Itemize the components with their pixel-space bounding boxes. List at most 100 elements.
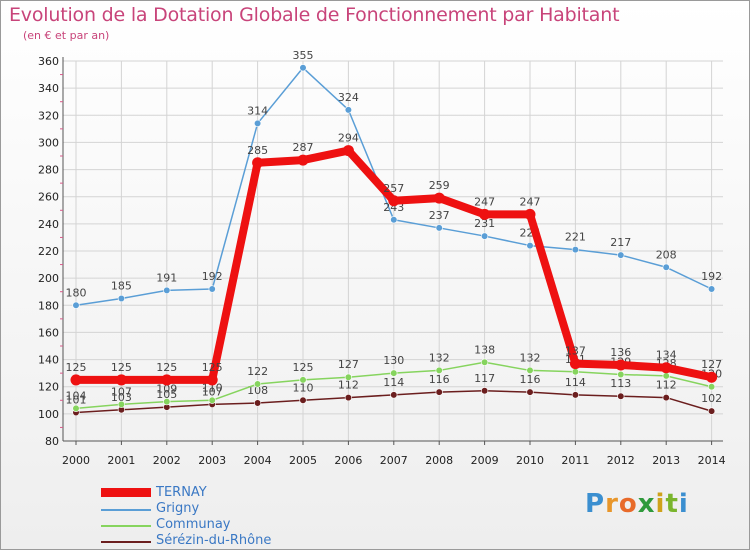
data-point-communay — [72, 404, 80, 413]
data-label-communay: 110 — [202, 381, 223, 394]
data-point-ternay — [342, 145, 354, 157]
data-point-communay — [208, 396, 216, 404]
data-label-serezin-du-rhone: 105 — [156, 388, 177, 401]
data-label-serezin-du-rhone: 116 — [520, 373, 541, 386]
data-label-ternay: 247 — [474, 195, 495, 208]
data-point-serezin-du-rhone — [571, 391, 580, 399]
x-tick-label-2013: 2013 — [652, 454, 680, 467]
data-point-communay — [571, 368, 580, 376]
y-tick-label: 320 — [38, 109, 59, 122]
x-tick-label-2005: 2005 — [289, 454, 317, 467]
data-point-ternay — [660, 362, 672, 374]
y-tick-label: 120 — [38, 381, 59, 394]
data-label-grigny: 314 — [247, 104, 268, 117]
y-tick-label: 280 — [38, 164, 59, 177]
data-label-serezin-du-rhone: 107 — [202, 385, 223, 398]
data-label-ternay: 125 — [111, 361, 132, 374]
data-point-grigny — [72, 301, 80, 309]
x-tick-label-2010: 2010 — [516, 454, 544, 467]
data-label-grigny: 355 — [293, 49, 314, 62]
y-tick-label: 100 — [38, 408, 59, 421]
data-label-ternay: 287 — [293, 141, 314, 154]
data-point-grigny — [254, 119, 262, 128]
data-point-serezin-du-rhone — [481, 387, 489, 395]
data-label-serezin-du-rhone: 101 — [66, 394, 87, 407]
x-tick-label-2003: 2003 — [198, 454, 226, 467]
x-tick-label-2009: 2009 — [471, 454, 499, 467]
data-label-ternay: 257 — [383, 182, 404, 195]
chart-subtitle: (en € et par an) — [23, 29, 110, 42]
data-label-ternay: 294 — [338, 132, 359, 145]
data-point-communay — [254, 380, 262, 388]
x-tick-label-2004: 2004 — [244, 454, 272, 467]
data-label-grigny: 180 — [66, 286, 87, 299]
data-point-serezin-du-rhone — [662, 393, 670, 402]
x-tick-label-2014: 2014 — [698, 454, 726, 467]
y-tick-label: 240 — [38, 218, 59, 231]
data-point-communay — [117, 400, 125, 408]
data-point-ternay — [615, 359, 627, 371]
data-label-communay: 104 — [66, 389, 87, 402]
x-tick-label-2012: 2012 — [607, 454, 635, 467]
data-label-ternay: 125 — [66, 361, 87, 374]
data-point-grigny — [299, 64, 307, 72]
chart-title: Evolution de la Dotation Globale de Fonc… — [9, 4, 620, 26]
data-label-ternay: 125 — [156, 361, 177, 374]
data-point-ternay — [206, 374, 218, 386]
data-label-ternay: 247 — [520, 195, 541, 208]
data-point-serezin-du-rhone — [526, 388, 534, 396]
data-point-grigny — [571, 246, 580, 254]
legend-label-grigny: Grigny — [156, 501, 200, 516]
data-label-ternay: 285 — [247, 144, 268, 157]
data-point-grigny — [390, 216, 398, 224]
data-label-grigny: 217 — [610, 236, 631, 249]
data-point-serezin-du-rhone — [390, 391, 398, 399]
data-point-communay — [707, 383, 716, 391]
data-point-ternay — [297, 154, 309, 166]
data-point-communay — [163, 398, 171, 406]
data-label-ternay: 137 — [565, 345, 586, 358]
data-label-grigny: 185 — [111, 280, 132, 293]
proxiti-logo: Proxiti — [585, 489, 689, 519]
data-label-serezin-du-rhone: 102 — [701, 392, 722, 405]
x-tick-label-2007: 2007 — [380, 454, 408, 467]
legend-label-ternay: TERNAY — [156, 485, 207, 500]
data-point-grigny — [163, 286, 171, 294]
data-point-grigny — [481, 232, 489, 240]
y-tick-label: 80 — [45, 435, 59, 448]
data-label-serezin-du-rhone: 113 — [610, 377, 631, 390]
legend-swatch-serezin — [101, 541, 151, 543]
x-tick-label-2001: 2001 — [107, 454, 135, 467]
y-tick-label: 300 — [38, 136, 59, 149]
data-point-ternay — [115, 374, 127, 386]
data-point-grigny — [435, 224, 443, 232]
data-label-communay: 125 — [293, 361, 314, 374]
data-point-ternay — [161, 374, 173, 386]
data-point-serezin-du-rhone — [299, 396, 307, 404]
data-label-serezin-du-rhone: 112 — [338, 379, 359, 392]
data-point-serezin-du-rhone — [707, 407, 716, 415]
data-label-grigny: 191 — [156, 271, 177, 284]
data-point-serezin-du-rhone — [617, 392, 625, 400]
y-tick-label: 260 — [38, 191, 59, 204]
y-tick-label: 160 — [38, 326, 59, 339]
data-point-communay — [344, 373, 353, 381]
x-tick-label-2011: 2011 — [561, 454, 589, 467]
y-tick-label: 360 — [38, 55, 59, 68]
data-point-communay — [435, 366, 443, 375]
data-point-communay — [481, 358, 489, 366]
data-label-ternay: 127 — [701, 358, 722, 371]
y-tick-label: 200 — [38, 272, 59, 285]
data-label-grigny: 221 — [565, 231, 586, 244]
data-point-grigny — [707, 285, 716, 293]
data-point-ternay — [524, 208, 536, 220]
data-label-communay: 132 — [429, 351, 450, 364]
data-point-communay — [662, 372, 670, 380]
data-point-ternay — [252, 157, 264, 169]
data-point-ternay — [388, 195, 400, 207]
data-point-ternay — [569, 358, 581, 370]
data-label-communay: 127 — [338, 358, 359, 371]
data-label-serezin-du-rhone: 103 — [111, 391, 132, 404]
